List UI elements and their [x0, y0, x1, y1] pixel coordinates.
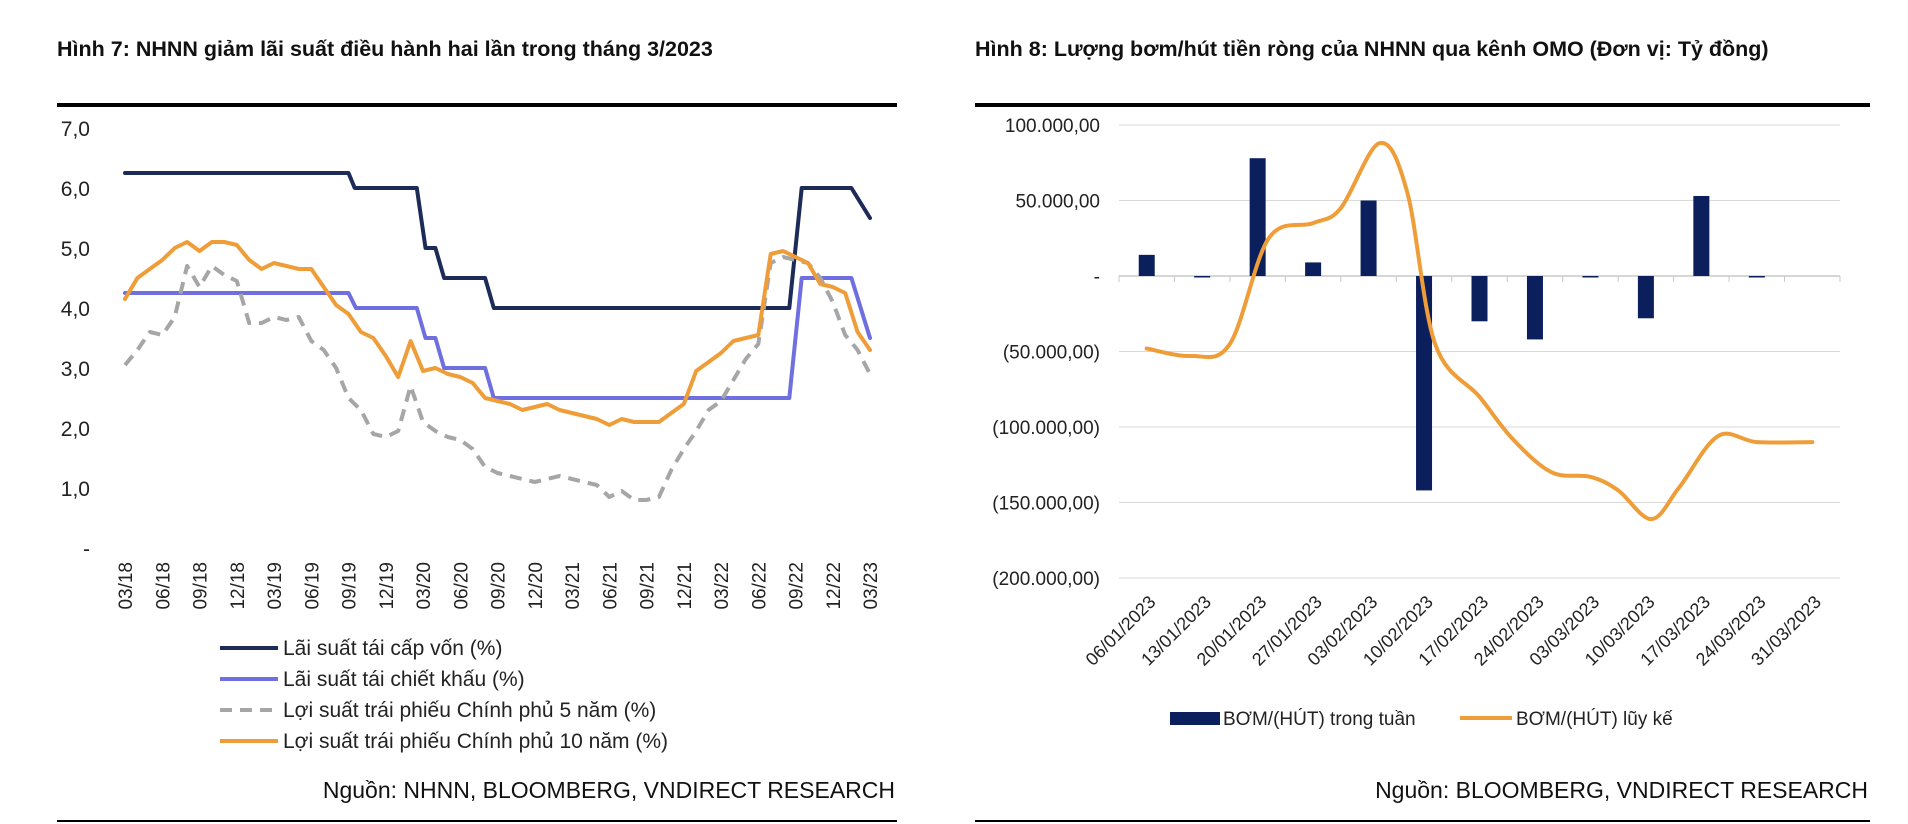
x-tick-label: 03/21 [563, 562, 584, 610]
legend-label-4: Lợi suất trái phiếu Chính phủ 10 năm (%) [283, 730, 668, 753]
x-tick-label: 06/21 [600, 562, 621, 610]
bar [1637, 276, 1654, 319]
series-line-1 [123, 171, 872, 310]
bar [1471, 276, 1488, 322]
x-tick-label: 03/23 [861, 562, 882, 610]
x-tick-label: 06/20 [451, 562, 472, 610]
right-bottom-rule [975, 820, 1870, 822]
y-tick-label: (100.000,00) [992, 418, 1100, 439]
cumulative-line [1144, 141, 1815, 522]
right-title-rule [975, 103, 1870, 107]
y-tick-label: 100.000,00 [1005, 116, 1100, 137]
x-tick-label: 12/19 [377, 562, 398, 610]
y-tick-label: 7,0 [61, 118, 90, 141]
y-tick-label: 5,0 [61, 238, 90, 261]
right-source-note: Nguồn: BLOOMBERG, VNDIRECT RESEARCH [1375, 777, 1868, 803]
x-tick-label: 09/21 [638, 562, 659, 610]
left-title-rule [57, 103, 897, 107]
x-tick-label: 12/22 [824, 562, 845, 610]
x-tick-label: 09/22 [787, 562, 808, 610]
x-tick-label: 06/22 [749, 562, 770, 610]
left-source-note: Nguồn: NHNN, BLOOMBERG, VNDIRECT RESEARC… [322, 777, 895, 803]
y-tick-label: 3,0 [61, 358, 90, 381]
x-tick-label: 03/22 [712, 562, 733, 610]
legend-label-1: Lãi suất tái cấp vốn (%) [283, 637, 502, 660]
bar [1194, 276, 1211, 278]
legend-label-2: Lãi suất tái chiết khấu (%) [283, 668, 525, 691]
x-tick-label: 03/20 [414, 562, 435, 610]
x-tick-label: 06/19 [302, 562, 323, 610]
x-tick-label: 03/19 [265, 562, 286, 610]
x-tick-label: 12/21 [675, 562, 696, 610]
legend-label-3: Lợi suất trái phiếu Chính phủ 5 năm (%) [283, 699, 656, 722]
y-tick-label: 2,0 [61, 418, 90, 441]
bar [1138, 254, 1155, 276]
legend-label-line: BƠM/(HÚT) lũy kế [1516, 708, 1673, 730]
y-tick-label: - [1094, 267, 1100, 288]
right-bar-line-chart: 100.000,00 50.000,00 - (50.000,00) (100.000,… [992, 116, 1841, 730]
x-tick-label: 09/18 [191, 562, 212, 610]
left-chart-title: Hình 7: NHNN giảm lãi suất điều hành hai… [57, 37, 713, 61]
y-tick-label: (150.000,00) [992, 494, 1100, 515]
x-tick-label: 06/18 [153, 562, 174, 610]
left-bottom-rule [57, 820, 897, 822]
y-tick-label: 50.000,00 [1015, 192, 1100, 213]
x-tick-label: 09/19 [340, 562, 361, 610]
series-line-4 [123, 240, 872, 427]
bar [1305, 262, 1322, 276]
y-tick-label: 4,0 [61, 298, 90, 321]
x-tick-label: 03/18 [116, 562, 137, 610]
legend-label-bar: BƠM/(HÚT) trong tuần [1223, 708, 1416, 730]
y-tick-label: (50.000,00) [1003, 343, 1100, 364]
bar [1249, 158, 1266, 276]
series-line-2 [123, 276, 872, 400]
y-tick-label: - [83, 538, 90, 561]
x-tick-label: 12/18 [228, 562, 249, 610]
x-tick-label: 12/20 [526, 562, 547, 610]
bar [1526, 276, 1543, 340]
bar [1360, 200, 1377, 276]
bar [1693, 195, 1710, 276]
series-line-3 [123, 255, 872, 502]
bar [1582, 276, 1599, 278]
x-tick-label: 09/20 [489, 562, 510, 610]
y-tick-label: 6,0 [61, 178, 90, 201]
left-line-chart: - 1,0 2,0 3,0 4,0 5,0 6,0 7,0 03/18 06/18 09/18 12… [61, 118, 882, 753]
bar [1416, 276, 1433, 491]
bar [1748, 276, 1765, 278]
y-tick-label: 1,0 [61, 478, 90, 501]
right-chart-title: Hình 8: Lượng bơm/hút tiền ròng của NHNN… [975, 37, 1769, 61]
legend-swatch-bar [1170, 712, 1220, 725]
y-tick-label: (200.000,00) [992, 569, 1100, 590]
